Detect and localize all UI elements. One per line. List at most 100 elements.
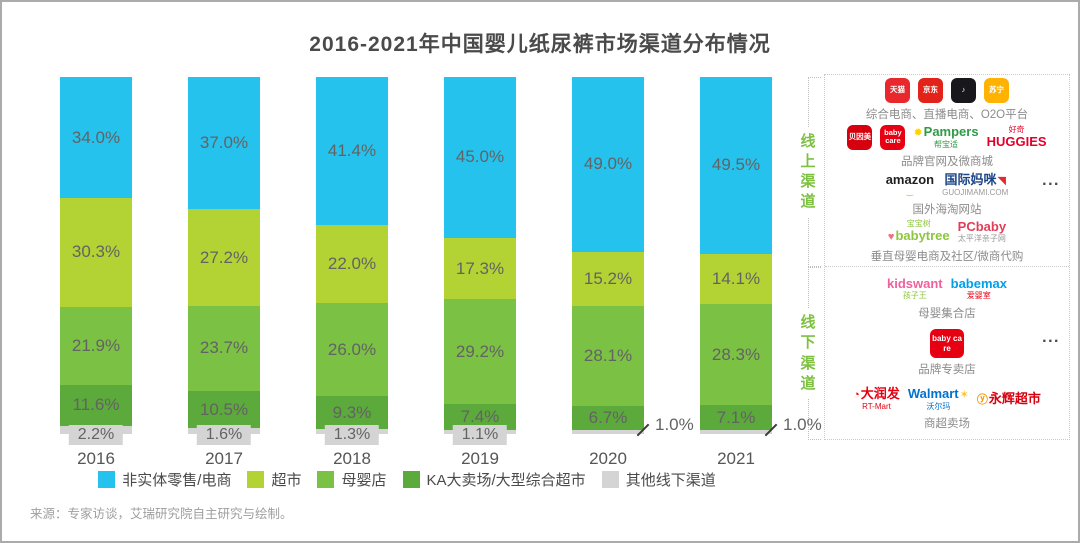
segment [700, 430, 772, 434]
segment: 27.2% [188, 209, 260, 307]
segment-label-pill: 2.2% [68, 425, 124, 445]
segment: 21.9% [60, 306, 132, 385]
guojimami-logo-text: 国际妈咪 [944, 171, 997, 187]
segment-label: 41.4% [327, 140, 377, 160]
segment-label: 28.1% [583, 346, 633, 366]
segment-label: 34.0% [71, 127, 121, 147]
pcbaby-logo-text: PCbaby [957, 219, 1007, 235]
bar-2018: 41.4% 22.0% 26.0% 9.3% 1.3% [316, 77, 388, 445]
walmart-logo-wordmark: Walmart ✶ [908, 387, 969, 401]
huggies-logo: 好奇 HUGGIES [987, 125, 1047, 149]
segment-label: 45.0% [455, 147, 505, 167]
row-caption: 母婴集合店 [918, 307, 976, 320]
yonghui-logo: ⓨ 永辉超市 [977, 392, 1041, 406]
stacked-bar-chart: 34.0% 30.3% 21.9% 11.6% 2.2% 2016 37.0% 27.2% 23… [60, 77, 822, 468]
walmart-logo-mark: ✶ [959, 388, 969, 401]
row-caption: 品牌专卖店 [918, 364, 976, 376]
logo-line: baby care [831, 329, 1063, 358]
x-axis-label: 2021 [717, 449, 755, 468]
logo-row: 天猫 京东 ♪ 苏宁综合电商、直播电商、O2O平台 [825, 77, 1069, 122]
segment: 6.7% [572, 406, 644, 431]
babytree-logo-mark: ♥ [887, 231, 895, 244]
segment-label: 10.5% [199, 399, 249, 419]
logo-line: ◔ 大润发 RT-Mart Walmart ✶ 沃尔玛 ⓨ 永辉超市 [831, 386, 1063, 412]
segment-label: 9.3% [332, 402, 372, 422]
row-caption: 品牌官网及微商城 [901, 156, 993, 169]
row-caption: 商超卖场 [924, 417, 970, 430]
segment-label: 21.9% [71, 335, 121, 355]
offline-channel-label: 线下渠道 [800, 308, 815, 399]
yonghui-logo-mark: ⓨ [976, 393, 988, 406]
bar-2017: 37.0% 27.2% 23.7% 10.5% 1.6% [188, 77, 260, 445]
online-channel-bracket: 线上渠道 [796, 77, 821, 267]
rtmart-logo-text: 大润发 [860, 385, 900, 401]
rtmart-logo-wordmark: ◔ 大润发 [853, 387, 900, 401]
walmart-logo: Walmart ✶ 沃尔玛 [908, 387, 969, 411]
huggies-logo-sup: 好奇 [1008, 125, 1025, 135]
row-caption: 垂直母婴电商及社区/微商代购 [870, 250, 1024, 263]
rtmart-logo: ◔ 大润发 RT-Mart [853, 387, 900, 411]
x-axis-label: 2019 [461, 449, 499, 468]
logo-row: 宝宝树 ♥ babytree PCbaby 太平洋亲子网 垂直母婴电商及社区/微商代购 [825, 219, 1069, 264]
row-caption: 综合电商、直播电商、O2O平台 [865, 109, 1029, 122]
logo-line: kidswant 孩子王 babemax 爱婴室 [831, 276, 1063, 302]
bracket-label-char: 线 [800, 314, 816, 331]
babemax-logo-sub: 爱婴室 [966, 291, 991, 300]
segment-label: 15.2% [583, 269, 633, 289]
segment: 37.0% [188, 77, 260, 210]
bar-2019: 45.0% 17.3% 29.2% 7.4% 1.1% [444, 77, 516, 445]
segment: 49.0% [572, 77, 644, 252]
segment: 10.5% [188, 390, 260, 429]
segment: 34.0% [60, 77, 132, 199]
segment-label: 30.3% [71, 242, 121, 262]
channel-examples-panel: 天猫 京东 ♪ 苏宁 综合电商、直播电商、O2O平台 贝因美 baby care ✹ Pampe… [824, 74, 1070, 440]
segment: 23.7% [188, 306, 260, 391]
legend-item: 其他线下渠道 [601, 469, 716, 490]
bar-2021: 49.5% 14.1% 28.3% 7.1% 1.0% [700, 77, 822, 437]
bracket-label-char: 上 [800, 152, 816, 170]
more-ellipsis: ... [1042, 171, 1060, 189]
segment-label: 27.2% [199, 247, 249, 267]
guojimami-logo: 国际妈咪 ◥ GUOJIMAMI.COM [942, 173, 1008, 197]
babemax-logo-wordmark: babemax [951, 277, 1007, 290]
guojimami-logo-sub: GUOJIMAMI.COM [942, 187, 1009, 197]
segment-label: 49.0% [583, 154, 633, 174]
segment-label-pill: 1.1% [452, 425, 508, 445]
babytree-logo-text: babytree [895, 228, 950, 244]
segment: 7.1% [700, 405, 772, 431]
logo-line: 天猫 京东 ♪ 苏宁 [831, 77, 1063, 103]
segment: 30.3% [60, 198, 132, 307]
segment-label-outside: 1.0% [783, 415, 822, 434]
segment-label: 29.2% [455, 341, 505, 361]
bracket-label-char: 道 [800, 193, 816, 211]
pcbaby-logo: PCbaby 太平洋亲子网 [958, 220, 1006, 243]
row-caption: 国外海淘网站 [912, 203, 982, 216]
segment-label: 23.7% [199, 338, 249, 358]
kidswant-logo: kidswant 孩子王 [887, 277, 943, 300]
segment-label-outside: 1.0% [655, 415, 694, 434]
offline-section: kidswant 孩子王 babemax 爱婴室 母婴集合店 baby care... 品牌… [825, 267, 1069, 439]
segment-label: 6.7% [588, 408, 628, 428]
legend: 非实体零售/电商 超市 母婴店 KA大卖场/大型综合超市 其他线下渠道 [2, 469, 812, 490]
amazon-logo: amazon ‿ [886, 173, 934, 196]
segment: 9.3% [316, 396, 388, 430]
segment [572, 430, 644, 434]
segment: 15.2% [572, 251, 644, 307]
segment-label: 49.5% [711, 155, 761, 175]
bar-2020: 49.0% 15.2% 28.1% 6.7% 1.0% [572, 77, 694, 437]
x-axis-label: 2018 [333, 449, 371, 468]
babytree-logo-wordmark: ♥ babytree [888, 229, 950, 243]
segment-label: 7.4% [460, 406, 500, 426]
bracket-label-char: 道 [800, 374, 816, 392]
segment-label: 14.1% [711, 268, 761, 288]
legend-label: 非实体零售/电商 [122, 472, 232, 489]
pcbaby-logo-wordmark: PCbaby [958, 220, 1006, 233]
x-axis-label: 2017 [205, 449, 243, 468]
logo-row: amazon ‿ 国际妈咪 ◥ GUOJIMAMI.COM... 国外海淘网站 [825, 172, 1069, 217]
bracket-label-char: 渠 [800, 173, 816, 190]
jd-logo: 京东 [918, 77, 943, 103]
logo-row: 贝因美 baby care ✹ Pampers 帮宝适 好奇 HUGGIES 品牌官网及微商城 [825, 124, 1069, 169]
segment: 22.0% [316, 224, 388, 304]
x-axis-label: 2020 [589, 449, 627, 468]
